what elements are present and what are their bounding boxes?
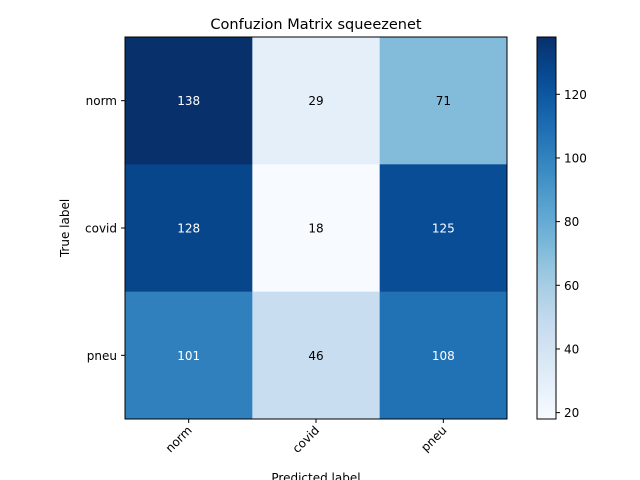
x-axis-ticks: norm covid pneu: [163, 419, 449, 456]
heatmap-cell: [252, 291, 381, 420]
cell-value-label: 128: [177, 222, 200, 236]
y-axis-ticks: norm covid pneu: [85, 94, 125, 363]
cell-value-label: 29: [308, 94, 323, 108]
cell-value-label: 108: [432, 349, 455, 363]
colorbar-tick-label: 80: [564, 215, 579, 229]
heatmap-cell: [379, 291, 508, 420]
x-tick-label: norm: [163, 423, 195, 455]
y-tick-label: covid: [85, 222, 117, 236]
colorbar-tick-label: 60: [564, 279, 579, 293]
cell-value-label: 125: [432, 222, 455, 236]
heatmap-cells: 138 29 71 128 18 125 101 46 108: [125, 37, 508, 420]
heatmap-cell: [125, 164, 253, 293]
colorbar-tick-label: 120: [564, 88, 587, 102]
cell-value-label: 71: [436, 94, 451, 108]
colorbar-tick-label: 20: [564, 406, 579, 420]
cell-value-label: 101: [177, 349, 200, 363]
y-axis-label: True label: [58, 199, 72, 258]
chart-title: Confuzion Matrix squeezenet: [210, 17, 421, 33]
heatmap-cell: [252, 164, 381, 293]
colorbar-ticks: 20 40 60 80 100 120: [556, 88, 587, 420]
heatmap-cell: [252, 37, 381, 165]
colorbar: [536, 36, 557, 420]
x-tick-label: covid: [290, 423, 323, 456]
colorbar-tick-label: 100: [564, 151, 587, 165]
y-tick-label: pneu: [87, 349, 117, 363]
heatmap-cell: [379, 37, 508, 165]
x-tick-label: pneu: [418, 423, 449, 454]
heatmap-cell: [125, 291, 253, 420]
heatmap-cell: [379, 164, 508, 293]
cell-value-label: 46: [308, 349, 323, 363]
cell-value-label: 18: [308, 222, 323, 236]
colorbar-tick-label: 40: [564, 342, 579, 356]
y-tick-label: norm: [86, 94, 117, 108]
heatmap-cell: [125, 37, 253, 165]
cell-value-label: 138: [177, 94, 200, 108]
x-axis-label: Predicted label: [271, 471, 360, 480]
